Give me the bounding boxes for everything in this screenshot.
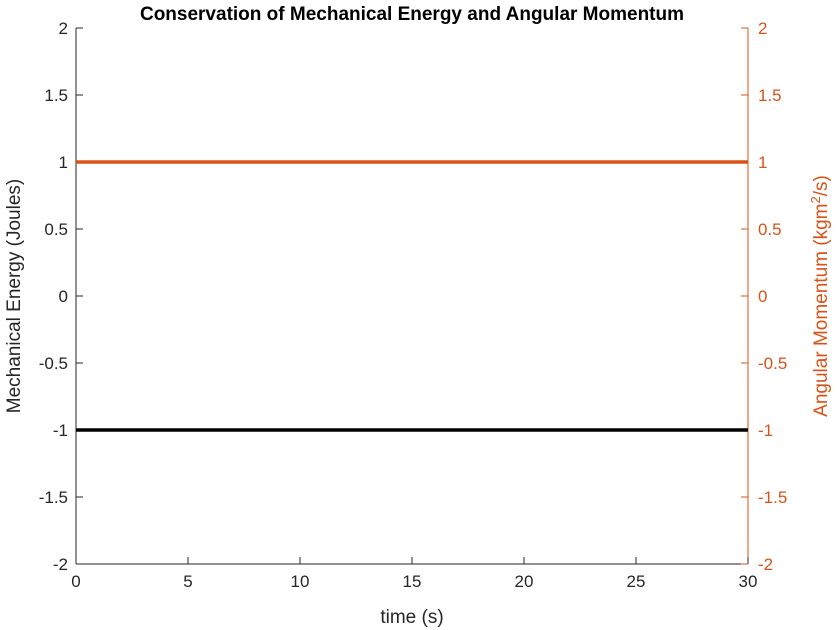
left-y-axis-label: Mechanical Energy (Joules) [4, 179, 25, 413]
right-y-tick-label: -2 [758, 555, 773, 574]
left-y-tick-label: 0.5 [44, 220, 68, 239]
x-tick-label: 30 [739, 572, 758, 591]
right-y-axis-label-suffix: /s) [811, 175, 832, 196]
left-y-tick-label: -1.5 [39, 488, 68, 507]
right-y-axis-label: Angular Momentum (kgm2/s) [808, 175, 833, 417]
x-tick-label: 0 [71, 572, 80, 591]
left-y-tick-label: -0.5 [39, 354, 68, 373]
left-y-tick-label: 2 [59, 19, 68, 38]
right-y-tick-label: 0.5 [758, 220, 782, 239]
x-axis-label: time (s) [380, 607, 443, 628]
right-y-axis: 2 1.5 1 0.5 0 -0.5 -1 -1.5 -2 [741, 19, 787, 574]
left-y-tick-label: -2 [53, 555, 68, 574]
right-y-tick-label: -0.5 [758, 354, 787, 373]
x-tick-label: 10 [291, 572, 310, 591]
x-tick-label: 20 [515, 572, 534, 591]
x-tick-label: 5 [183, 572, 192, 591]
left-y-tick-label: 0 [59, 287, 68, 306]
left-y-tick-label: 1 [59, 153, 68, 172]
right-y-tick-label: 1 [758, 153, 767, 172]
left-y-tick-label: 1.5 [44, 86, 68, 105]
right-y-axis-label-prefix: Angular Momentum (kgm [811, 204, 832, 417]
x-tick-label: 15 [403, 572, 422, 591]
right-y-tick-label: -1.5 [758, 488, 787, 507]
right-y-tick-label: 2 [758, 19, 767, 38]
x-tick-label: 25 [627, 572, 646, 591]
right-y-tick-label: 0 [758, 287, 767, 306]
x-axis: 0 5 10 15 20 25 30 [71, 557, 757, 591]
plot-frame [75, 28, 749, 565]
right-y-tick-label: 1.5 [758, 86, 782, 105]
series-lines [76, 160, 748, 432]
right-y-tick-label: -1 [758, 421, 773, 440]
left-y-tick-label: -1 [53, 421, 68, 440]
chart-title: Conservation of Mechanical Energy and An… [140, 4, 684, 25]
right-y-axis-label-superscript: 2 [808, 196, 823, 203]
